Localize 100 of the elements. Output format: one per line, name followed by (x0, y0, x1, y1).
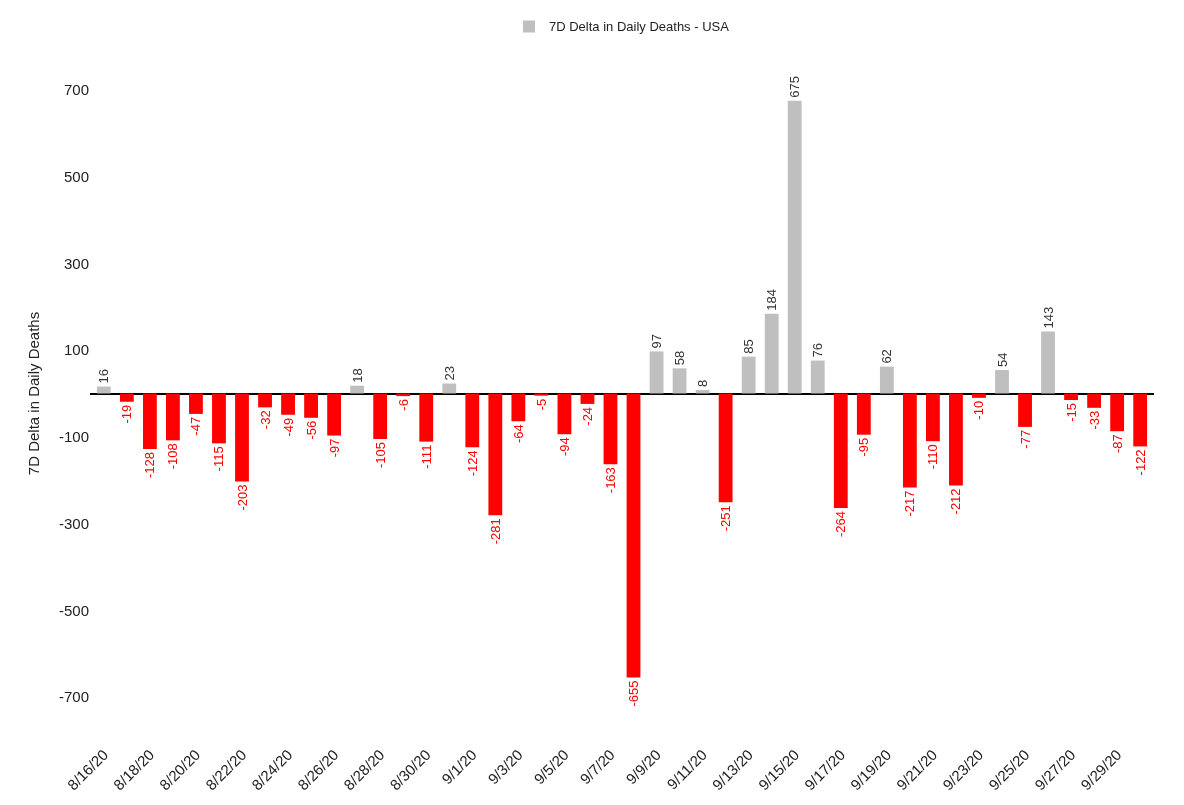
bar (511, 393, 526, 422)
data-label: -94 (556, 437, 572, 457)
data-label: -212 (948, 488, 964, 515)
bar (166, 393, 180, 441)
bar (557, 393, 572, 435)
data-label: 85 (741, 339, 757, 354)
bar (949, 393, 963, 486)
data-label: -111 (418, 444, 434, 469)
bar (741, 356, 756, 394)
bar (833, 393, 848, 508)
y-tick-label: 700 (63, 81, 89, 99)
bar (119, 393, 134, 402)
data-label: -33 (1086, 410, 1102, 430)
data-label: -251 (718, 505, 734, 532)
y-axis-title: 7D Delta in Daily Deaths (25, 311, 43, 476)
data-label: -281 (487, 518, 503, 545)
data-label: -19 (119, 404, 135, 424)
data-label: -15 (1063, 403, 1079, 422)
bar (649, 351, 664, 394)
data-label: -6 (395, 399, 411, 411)
data-label: -217 (902, 490, 918, 517)
bar (465, 393, 480, 448)
data-label: -95 (856, 437, 872, 457)
data-label: -49 (280, 417, 296, 437)
data-label: 184 (764, 289, 780, 311)
bar (96, 386, 111, 394)
data-label: -24 (579, 406, 595, 426)
bar (764, 313, 779, 394)
bar (695, 390, 710, 394)
data-label: -115 (211, 446, 227, 472)
data-label: 143 (1040, 306, 1056, 329)
bar (1064, 393, 1078, 400)
bar (488, 393, 503, 516)
data-label: -56 (303, 420, 319, 440)
bar (995, 370, 1009, 394)
bar (902, 393, 917, 488)
bar (972, 393, 986, 398)
bar (879, 366, 894, 394)
data-label: -10 (971, 400, 987, 420)
data-label: 58 (672, 350, 688, 366)
data-label: -110 (925, 444, 941, 470)
bar (1041, 331, 1055, 394)
data-label: 8 (695, 379, 711, 388)
bar (281, 393, 295, 415)
bar (672, 368, 687, 394)
bar (1018, 393, 1032, 427)
bar (1133, 393, 1148, 447)
data-label: -264 (833, 510, 849, 537)
data-label: 23 (441, 366, 457, 381)
data-label: 76 (810, 343, 826, 358)
y-tick-label: 100 (63, 341, 89, 359)
bar (1087, 393, 1102, 408)
y-tick-label: -300 (58, 514, 89, 532)
data-label: -47 (188, 416, 204, 436)
data-label: -64 (510, 424, 526, 444)
y-tick-label: 300 (63, 254, 89, 272)
bar (235, 393, 249, 482)
data-label: 62 (879, 349, 895, 364)
data-label: -32 (257, 410, 273, 430)
y-tick-label: -500 (58, 601, 89, 619)
data-label: -105 (372, 442, 388, 469)
bar (603, 393, 618, 465)
data-label: 54 (994, 352, 1010, 368)
bar (212, 393, 226, 444)
y-tick-label: -100 (58, 428, 89, 446)
bar (373, 393, 388, 440)
bar (718, 393, 733, 503)
data-label: -655 (626, 680, 642, 707)
data-label: -203 (234, 484, 250, 511)
data-label: 18 (349, 368, 365, 383)
bar (787, 100, 802, 394)
data-label: -128 (142, 452, 158, 479)
bar (580, 393, 595, 404)
data-label: 97 (649, 333, 665, 349)
data-label: -163 (602, 467, 618, 494)
legend-label: 7D Delta in Daily Deaths - USA (549, 19, 730, 35)
bar (442, 383, 457, 394)
bar (856, 393, 871, 435)
data-label: -97 (326, 438, 342, 458)
data-label: -87 (1109, 434, 1125, 454)
data-label: -5 (533, 398, 549, 411)
bar (810, 360, 825, 394)
y-tick-label: 500 (63, 167, 89, 185)
bar (626, 393, 641, 678)
y-tick-label: -700 (58, 688, 89, 706)
bar (142, 393, 157, 449)
data-label: -124 (464, 450, 480, 477)
bar (534, 393, 549, 396)
data-label: -122 (1132, 449, 1148, 476)
data-label: 16 (96, 369, 112, 384)
bar (189, 393, 203, 414)
data-label: 675 (787, 76, 803, 98)
data-label: -77 (1017, 429, 1033, 449)
bar (350, 385, 365, 394)
bar (258, 393, 272, 408)
data-label: -108 (165, 443, 181, 470)
bar (419, 393, 434, 442)
bar (926, 393, 940, 442)
bar (304, 393, 318, 418)
bar (327, 393, 342, 436)
